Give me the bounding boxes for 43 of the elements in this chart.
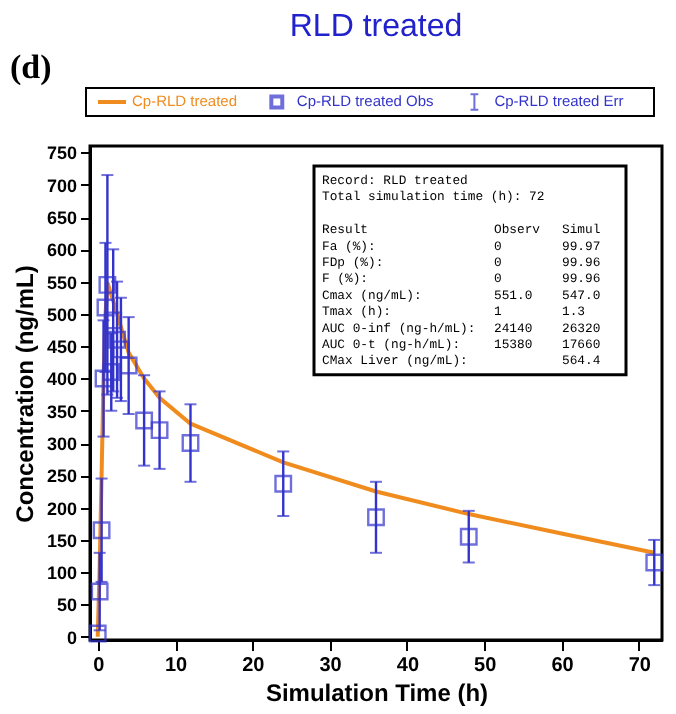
- y-tick-label: 500: [46, 304, 77, 325]
- y-tick-label: 400: [46, 369, 77, 390]
- point: [88, 624, 107, 643]
- x-tick-label: 40: [396, 655, 420, 677]
- chart-title: RLD treated: [289, 10, 463, 44]
- y-tick-label: 750: [46, 143, 77, 164]
- y-tick-label: 200: [46, 498, 77, 519]
- y-tick-label: 450: [46, 337, 77, 358]
- y-tick-label: 300: [46, 434, 77, 455]
- point: [108, 330, 126, 349]
- x-tick-label: 10: [164, 655, 189, 677]
- point: [94, 369, 113, 388]
- y-tick-label: 650: [46, 208, 77, 229]
- y-tick-label: 350: [46, 401, 77, 422]
- y-tick-label: 0: [66, 627, 77, 648]
- y-tick-label: 50: [56, 595, 77, 616]
- x-tick-label: 60: [551, 655, 575, 677]
- x-tick-label: 70: [628, 655, 652, 677]
- y-tick-label: 150: [46, 530, 77, 551]
- point: [367, 508, 385, 527]
- x-tick-label: 20: [242, 655, 266, 677]
- y-tick-label: 550: [46, 272, 77, 293]
- y-tick-label: 700: [46, 175, 77, 196]
- text: (d): [10, 48, 52, 86]
- y-tick-label: 250: [46, 466, 77, 487]
- point: [92, 521, 111, 540]
- y-axis-title: Concentration (ng/mL): [10, 265, 39, 523]
- x-tick-label: 30: [319, 655, 343, 677]
- x-tick-label: 50: [474, 655, 498, 677]
- point: [98, 275, 117, 294]
- point: [150, 421, 169, 440]
- point: [90, 582, 109, 601]
- point: [135, 411, 154, 430]
- point: [274, 474, 293, 493]
- x-axis-title: Simulation Time (h): [265, 679, 489, 707]
- y-tick-label: 100: [46, 563, 77, 584]
- x-tick-label: 0: [93, 655, 106, 677]
- point: [645, 553, 664, 572]
- point: [119, 356, 138, 375]
- point: [459, 527, 478, 546]
- y-tick-label: 600: [46, 240, 77, 261]
- point: [96, 298, 115, 317]
- point: [181, 434, 200, 452]
